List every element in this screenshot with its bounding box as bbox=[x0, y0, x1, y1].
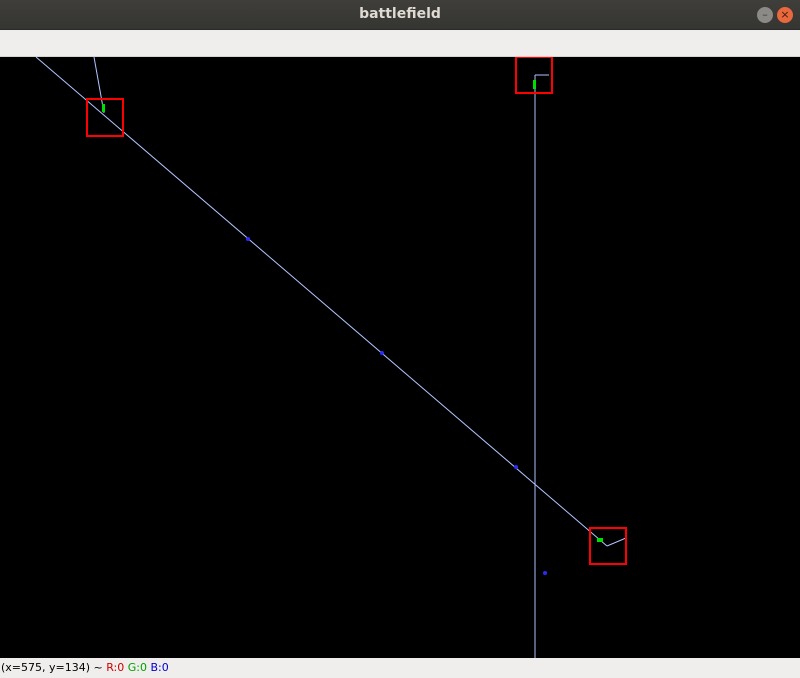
battlefield-drawing bbox=[35, 57, 627, 658]
waypoint-marker bbox=[380, 351, 384, 355]
unit-selection-box[interactable] bbox=[589, 527, 627, 565]
waypoint-marker bbox=[246, 237, 250, 241]
unit-marker bbox=[597, 538, 603, 542]
window-titlebar[interactable]: battlefield – × bbox=[0, 0, 800, 30]
unit-selection-box[interactable] bbox=[86, 98, 124, 137]
window-title: battlefield bbox=[359, 6, 441, 22]
heading-tick-bottom bbox=[606, 537, 627, 547]
unit-marker bbox=[102, 104, 105, 112]
unit-selection-box[interactable] bbox=[515, 57, 553, 94]
pixel-red-value: R:0 bbox=[106, 661, 125, 674]
pixel-blue-value: B:0 bbox=[150, 661, 169, 674]
trajectory-line-short bbox=[93, 57, 105, 114]
close-icon[interactable]: × bbox=[777, 7, 793, 23]
toolbar bbox=[0, 30, 800, 57]
cursor-coordinates: (x=575, y=134) ~ bbox=[1, 661, 103, 674]
waypoint-marker bbox=[543, 571, 547, 575]
waypoint-marker bbox=[514, 465, 518, 469]
trajectory-line-diagonal bbox=[35, 57, 608, 547]
status-bar: (x=575, y=134) ~ R:0 G:0 B:0 bbox=[0, 658, 800, 678]
minimize-icon[interactable]: – bbox=[757, 7, 773, 23]
unit-marker bbox=[533, 80, 536, 89]
pixel-green-value: G:0 bbox=[127, 661, 147, 674]
battlefield-canvas[interactable] bbox=[0, 57, 800, 658]
